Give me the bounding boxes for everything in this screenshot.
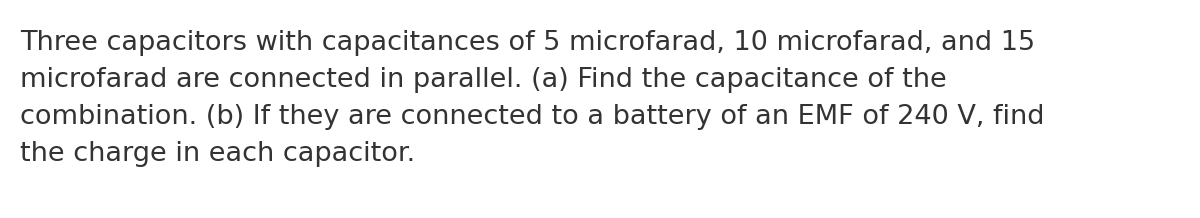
Text: Three capacitors with capacitances of 5 microfarad, 10 microfarad, and 15
microf: Three capacitors with capacitances of 5 … (20, 30, 1044, 167)
